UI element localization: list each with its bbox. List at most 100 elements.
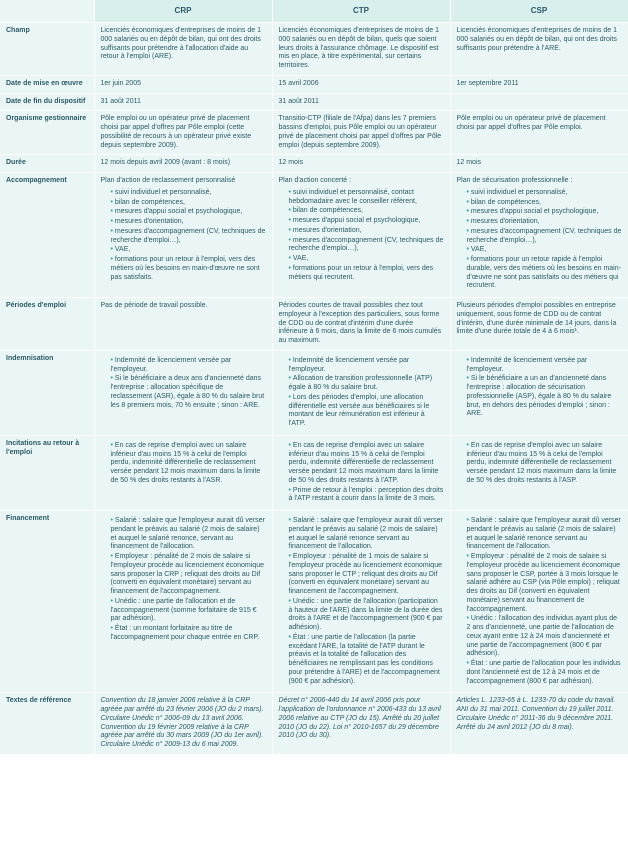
- incitations-ctp: En cas de reprise d'emploi avec un salai…: [272, 435, 450, 510]
- list-item: Employeur : pénalité de 1 mois de salair…: [289, 553, 444, 597]
- comparison-table: CRP CTP CSP Champ Licenciés économiques …: [0, 0, 628, 755]
- textes-crp: Convention du 18 janvier 2006 relative à…: [94, 693, 272, 755]
- incit-ctp-list: En cas de reprise d'emploi avec un salai…: [279, 442, 444, 504]
- accompagnement-csp: Plan de sécurisation professionnelle : s…: [450, 173, 628, 298]
- list-item: suivi individuel et personnalisé, contac…: [289, 189, 444, 207]
- list-item: mesures d'orientation,: [289, 227, 444, 236]
- list-item: suivi individuel et personnalisé,: [111, 189, 266, 198]
- list-item: VAE,: [289, 255, 444, 264]
- duree-crp: 12 mois depuis avril 2009 (avant : 8 moi…: [94, 155, 272, 173]
- textes-csp: Articles L. 1233-65 à L. 1233-70 du code…: [450, 693, 628, 755]
- date-fin-ctp: 31 août 2011: [272, 93, 450, 111]
- periodes-crp: Pas de période de travail possible.: [94, 298, 272, 351]
- list-item: Prime de retour à l'emploi : perception …: [289, 487, 444, 505]
- accompagnement-ctp: Plan d'action concerté : suivi individue…: [272, 173, 450, 298]
- fin-ctp-list: Salarié : salaire que l'employeur aurait…: [279, 517, 444, 686]
- row-organisme: Organisme gestionnaire Pôle emploi ou un…: [0, 111, 628, 155]
- list-item: Unédic : l'allocation des individus ayan…: [467, 615, 622, 659]
- organisme-ctp: Transitio-CTP (filiale de l'Afpa) dans l…: [272, 111, 450, 155]
- champ-ctp: Licenciés économiques d'entreprises de m…: [272, 23, 450, 76]
- row-indemnisation: Indemnisation Indemnité de licenciement …: [0, 350, 628, 435]
- list-item: Indemnité de licenciement versée par l'e…: [467, 357, 622, 375]
- indemnisation-crp: Indemnité de licenciement versée par l'e…: [94, 350, 272, 435]
- fin-csp-list: Salarié : salaire que l'employeur aurait…: [457, 517, 622, 686]
- label-periodes: Périodes d'emploi: [0, 298, 94, 351]
- label-organisme: Organisme gestionnaire: [0, 111, 94, 155]
- financement-ctp: Salarié : salaire que l'employeur aurait…: [272, 511, 450, 693]
- list-item: Unédic : une partie de l'allocation (par…: [289, 598, 444, 633]
- label-date-fin: Date de fin du dispositif: [0, 93, 94, 111]
- list-item: État : une partie de l'allocation pour l…: [467, 660, 622, 686]
- list-item: Indemnité de licenciement versée par l'e…: [111, 357, 266, 375]
- list-item: mesures d'appui social et psychologique,: [111, 208, 266, 217]
- row-accompagnement: Accompagnement Plan d'action de reclasse…: [0, 173, 628, 298]
- duree-csp: 12 mois: [450, 155, 628, 173]
- list-item: Salarié : salaire que l'employeur aurait…: [289, 517, 444, 552]
- header-row: CRP CTP CSP: [0, 0, 628, 23]
- list-item: Indemnité de licenciement versée par l'e…: [289, 357, 444, 375]
- header-blank: [0, 0, 94, 23]
- date-mise-crp: 1er juin 2005: [94, 75, 272, 93]
- incitations-csp: En cas de reprise d'emploi avec un salai…: [450, 435, 628, 510]
- date-fin-csp: [450, 93, 628, 111]
- list-item: bilan de compétences,: [289, 207, 444, 216]
- label-textes: Textes de référence: [0, 693, 94, 755]
- organisme-crp: Pôle emploi ou un opérateur privé de pla…: [94, 111, 272, 155]
- header-ctp: CTP: [272, 0, 450, 23]
- list-item: bilan de compétences,: [467, 199, 622, 208]
- financement-crp: Salarié : salaire que l'employeur aurait…: [94, 511, 272, 693]
- periodes-ctp: Périodes courtes de travail possibles ch…: [272, 298, 450, 351]
- label-date-mise: Date de mise en œuvre: [0, 75, 94, 93]
- row-periodes: Périodes d'emploi Pas de période de trav…: [0, 298, 628, 351]
- list-item: Lors des périodes d'emploi, une allocati…: [289, 394, 444, 429]
- list-item: Si le bénéficiaire a deux ans d'ancienne…: [111, 375, 266, 410]
- list-item: VAE,: [467, 246, 622, 255]
- accomp-ctp-list: suivi individuel et personnalisé, contac…: [279, 189, 444, 283]
- list-item: mesures d'appui social et psychologique,: [467, 208, 622, 217]
- list-item: État : une partie de l'allocation (la pa…: [289, 634, 444, 687]
- indem-csp-list: Indemnité de licenciement versée par l'e…: [457, 357, 622, 419]
- champ-csp: Licenciés économiques d'entreprises de m…: [450, 23, 628, 76]
- header-crp: CRP: [94, 0, 272, 23]
- indem-ctp-list: Indemnité de licenciement versée par l'e…: [279, 357, 444, 429]
- indemnisation-ctp: Indemnité de licenciement versée par l'e…: [272, 350, 450, 435]
- date-fin-crp: 31 août 2011: [94, 93, 272, 111]
- list-item: suivi individuel et personnalisé,: [467, 189, 622, 198]
- row-date-fin: Date de fin du dispositif 31 août 2011 3…: [0, 93, 628, 111]
- list-item: formations pour un retour rapide à l'emp…: [467, 256, 622, 291]
- list-item: mesures d'accompagnement (CV, techniques…: [111, 228, 266, 246]
- list-item: mesures d'orientation,: [111, 218, 266, 227]
- list-item: formations pour un retour à l'emploi, ve…: [111, 256, 266, 282]
- date-mise-csp: 1er septembre 2011: [450, 75, 628, 93]
- list-item: Employeur : pénalité de 2 mois de salair…: [467, 553, 622, 614]
- list-item: mesures d'accompagnement (CV, techniques…: [289, 237, 444, 255]
- accomp-crp-intro: Plan d'action de reclassement personnali…: [101, 177, 266, 186]
- list-item: Salarié : salaire que l'employeur aurait…: [467, 517, 622, 552]
- row-duree: Durée 12 mois depuis avril 2009 (avant :…: [0, 155, 628, 173]
- label-accompagnement: Accompagnement: [0, 173, 94, 298]
- row-financement: Financement Salarié : salaire que l'empl…: [0, 511, 628, 693]
- list-item: Salarié : salaire que l'employeur aurait…: [111, 517, 266, 552]
- champ-crp: Licenciés économiques d'entreprises de m…: [94, 23, 272, 76]
- list-item: Allocation de transition professionnelle…: [289, 375, 444, 393]
- organisme-csp: Pôle emploi ou un opérateur privé de pla…: [450, 111, 628, 155]
- list-item: Employeur : pénalité de 2 mois de salair…: [111, 553, 266, 597]
- indemnisation-csp: Indemnité de licenciement versée par l'e…: [450, 350, 628, 435]
- list-item: État : un montant forfaitaire au titre d…: [111, 625, 266, 643]
- accomp-ctp-intro: Plan d'action concerté :: [279, 177, 444, 186]
- incit-csp-list: En cas de reprise d'emploi avec un salai…: [457, 442, 622, 486]
- label-indemnisation: Indemnisation: [0, 350, 94, 435]
- label-duree: Durée: [0, 155, 94, 173]
- list-item: bilan de compétences,: [111, 199, 266, 208]
- list-item: Unédic : une partie de l'allocation et d…: [111, 598, 266, 624]
- accomp-csp-list: suivi individuel et personnalisé,bilan d…: [457, 189, 622, 291]
- fin-crp-list: Salarié : salaire que l'employeur aurait…: [101, 517, 266, 643]
- duree-ctp: 12 mois: [272, 155, 450, 173]
- list-item: mesures d'appui social et psychologique,: [289, 217, 444, 226]
- accomp-csp-intro: Plan de sécurisation professionnelle :: [457, 177, 622, 186]
- row-date-mise: Date de mise en œuvre 1er juin 2005 15 a…: [0, 75, 628, 93]
- financement-csp: Salarié : salaire que l'employeur aurait…: [450, 511, 628, 693]
- label-champ: Champ: [0, 23, 94, 76]
- date-mise-ctp: 15 avril 2006: [272, 75, 450, 93]
- label-financement: Financement: [0, 511, 94, 693]
